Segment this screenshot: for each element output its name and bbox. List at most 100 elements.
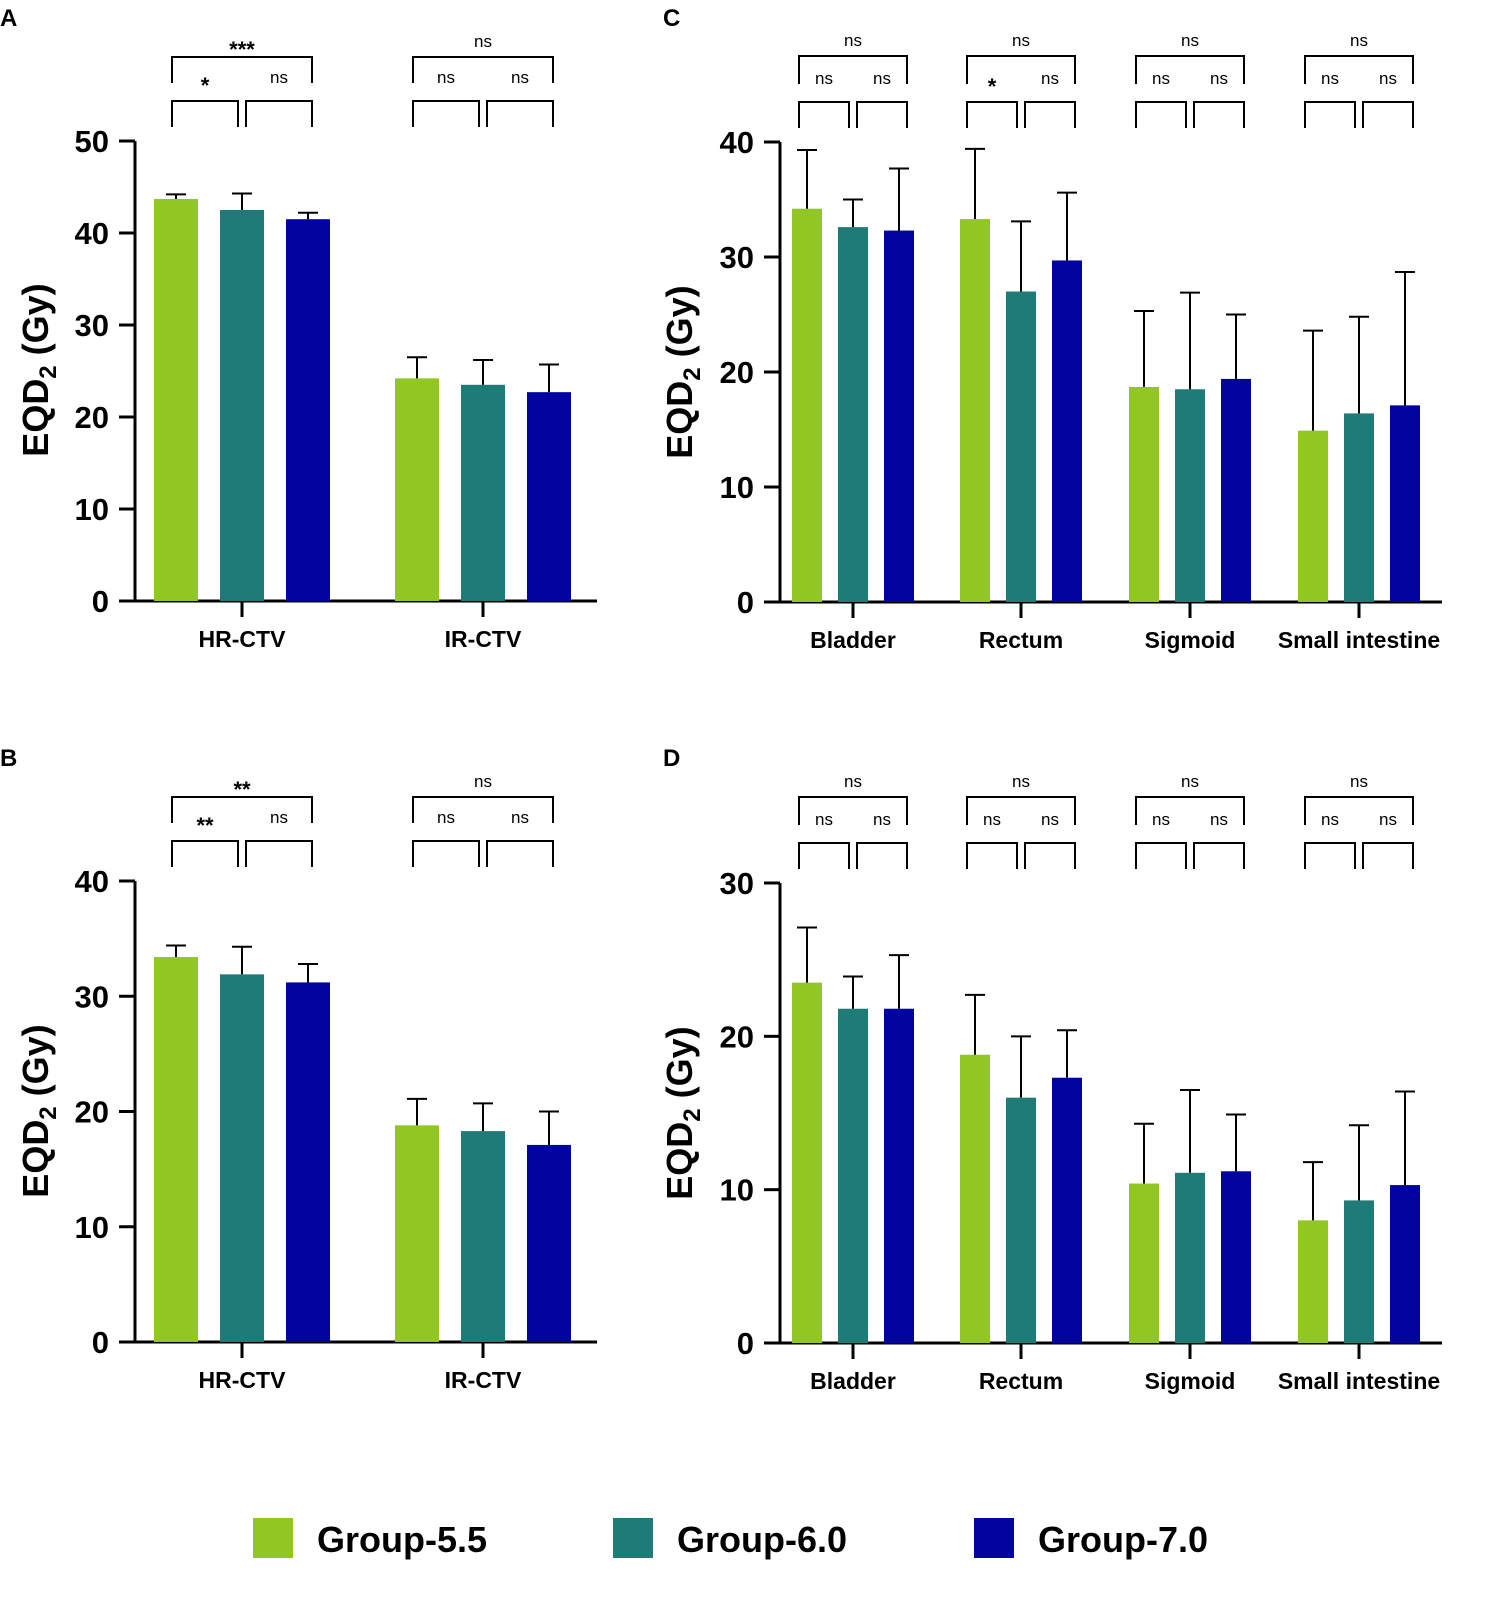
y-label-subscript: 2 <box>35 1106 62 1119</box>
significance-pair2: ns <box>1210 810 1228 829</box>
category-label: HR-CTV <box>199 626 287 652</box>
bar <box>1006 1097 1036 1343</box>
y-label-part: (Gy) <box>15 283 56 365</box>
significance-overall: ns <box>1350 772 1368 791</box>
significance-overall: ns <box>844 31 862 50</box>
y-label-part: (Gy) <box>659 285 700 367</box>
bar <box>960 1054 990 1343</box>
category-label: Rectum <box>979 627 1063 653</box>
bar <box>286 982 330 1342</box>
bar <box>286 219 330 601</box>
category-label: IR-CTV <box>445 626 522 652</box>
significance-pair2: ns <box>873 69 891 88</box>
bracket-left <box>1304 101 1356 128</box>
significance-overall: ns <box>474 772 492 791</box>
bar <box>395 378 439 601</box>
y-axis-label: EQD2 (Gy) <box>659 1026 706 1199</box>
bracket-outer <box>1135 796 1245 825</box>
y-tick-label: 0 <box>92 1325 109 1360</box>
category-label: IR-CTV <box>445 1367 522 1393</box>
y-tick-label: 20 <box>720 355 754 390</box>
category-label: Small intestine <box>1278 627 1440 653</box>
y-axis-label: EQD2 (Gy) <box>15 1024 62 1197</box>
legend-label: Group-6.0 <box>677 1519 847 1560</box>
bar <box>792 982 822 1343</box>
panel-letter: C <box>663 5 680 32</box>
bar <box>1344 1200 1374 1343</box>
y-tick-label: 30 <box>75 308 109 343</box>
bracket-left <box>1135 842 1187 869</box>
significance-pair2: ns <box>270 68 288 87</box>
significance-overall: *** <box>229 37 255 62</box>
legend: Group-5.5 Group-6.0 Group-7.0 <box>253 1518 1208 1560</box>
y-label-part: (Gy) <box>15 1024 56 1106</box>
y-label-part: (Gy) <box>659 1026 700 1108</box>
significance-overall: ns <box>844 772 862 791</box>
bar <box>1175 1172 1205 1343</box>
significance-pair2: ns <box>1041 69 1059 88</box>
bar <box>1052 1077 1082 1343</box>
significance-overall: ** <box>233 777 251 802</box>
bar <box>527 1144 571 1342</box>
legend-item: Group-5.5 <box>253 1518 487 1560</box>
bracket-left <box>412 840 480 867</box>
significance-pair1: ns <box>815 69 833 88</box>
y-axis-label: EQD2 (Gy) <box>15 283 62 456</box>
bracket-outer <box>412 796 554 823</box>
significance-overall: ns <box>1012 31 1030 50</box>
bracket-left <box>171 100 239 127</box>
bar <box>220 974 264 1342</box>
bar <box>884 230 914 603</box>
significance-pair1: ns <box>983 810 1001 829</box>
y-tick-label: 10 <box>720 470 754 505</box>
bracket-right <box>1362 842 1414 869</box>
bracket-left <box>1135 101 1187 128</box>
bar <box>1390 405 1420 602</box>
legend-label: Group-7.0 <box>1038 1519 1208 1560</box>
bracket-right <box>1362 101 1414 128</box>
significance-bracket: ns * ns <box>966 31 1076 128</box>
y-tick-label: 20 <box>75 1095 109 1130</box>
y-tick-label: 40 <box>720 125 754 160</box>
panel-letter: B <box>0 745 17 772</box>
bracket-right <box>486 100 554 127</box>
y-tick-label: 10 <box>75 1210 109 1245</box>
bar <box>220 210 264 601</box>
significance-pair1: ns <box>437 68 455 87</box>
significance-overall: ns <box>1012 772 1030 791</box>
y-label-part: EQD <box>659 381 700 459</box>
bar <box>1129 1183 1159 1343</box>
y-tick-label: 30 <box>75 979 109 1014</box>
y-tick-label: 50 <box>75 124 109 159</box>
significance-pair1: ** <box>196 813 214 838</box>
y-label-part: EQD <box>659 1122 700 1200</box>
bar <box>1344 413 1374 602</box>
y-tick-label: 10 <box>720 1173 754 1208</box>
panel-letter: D <box>663 745 680 772</box>
legend-label: Group-5.5 <box>317 1519 487 1560</box>
significance-pair1: ns <box>1152 69 1170 88</box>
category-label: Small intestine <box>1278 1368 1440 1394</box>
bar <box>461 384 505 601</box>
y-label-part: EQD <box>15 1120 56 1198</box>
bar <box>527 392 571 601</box>
y-tick-label: 0 <box>737 585 754 620</box>
significance-pair2: ns <box>511 808 529 827</box>
significance-pair2: ns <box>1210 69 1228 88</box>
bar <box>1298 1220 1328 1343</box>
bracket-outer <box>1304 796 1414 825</box>
bracket-outer <box>171 796 313 823</box>
bar <box>960 219 990 603</box>
y-tick-label: 10 <box>75 492 109 527</box>
bracket-left <box>798 101 850 128</box>
bracket-outer <box>798 796 908 825</box>
